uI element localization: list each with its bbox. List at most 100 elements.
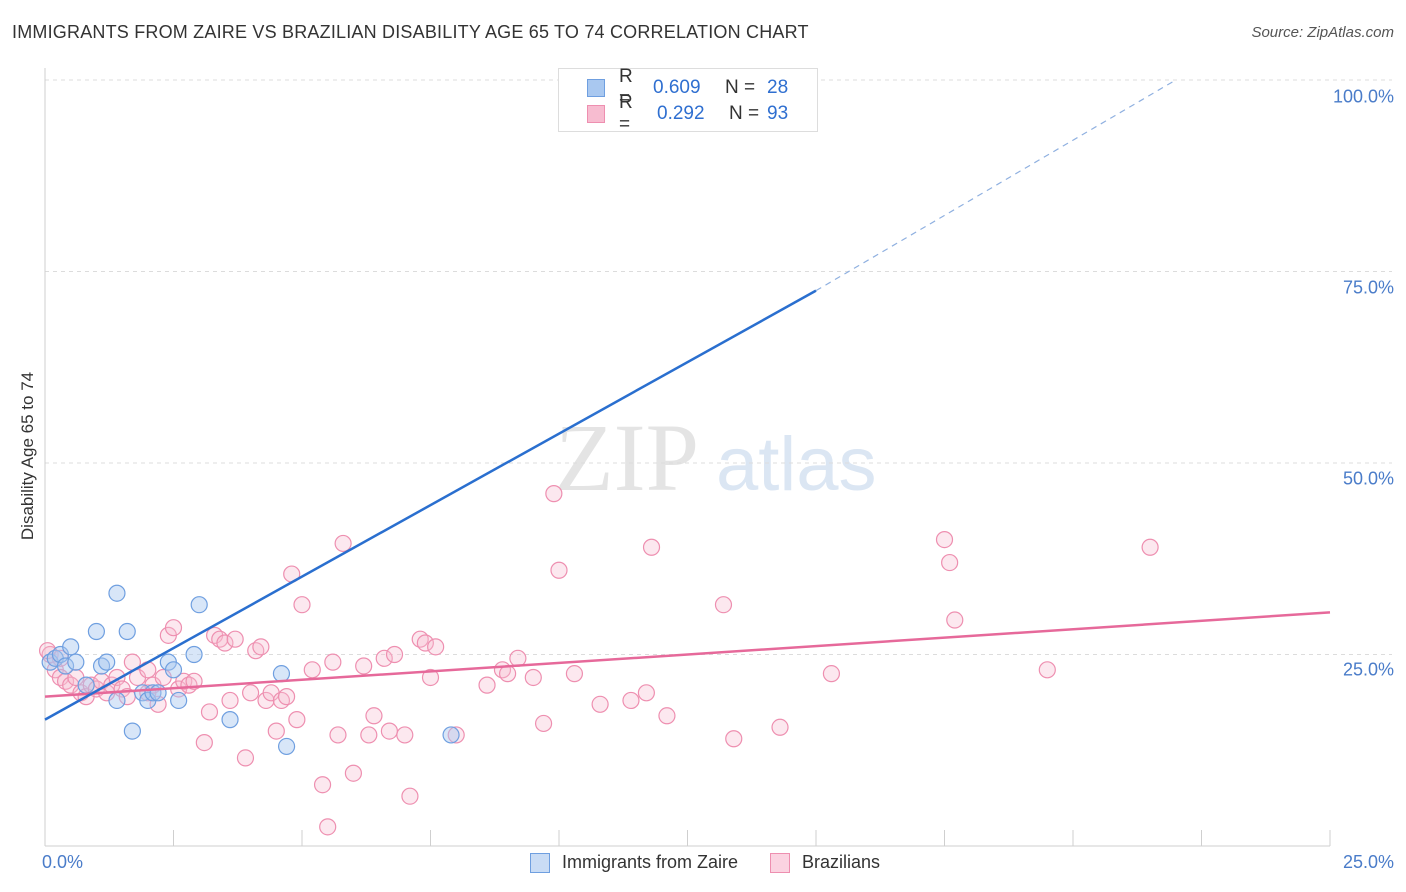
point-zaire (272, 665, 291, 683)
x-tick-label-max: 25.0% (1342, 852, 1394, 872)
legend-row-brazil: R = 0.292 N = 93 (587, 92, 789, 135)
point-brazilians (427, 638, 445, 656)
legend-swatch-zaire (587, 79, 605, 97)
x-tick-label-min: 0.0% (42, 852, 84, 872)
point-brazilians (447, 726, 465, 744)
legend-n-label: N = (729, 103, 760, 124)
legend-item-zaire[interactable]: Immigrants from Zaire (530, 852, 738, 873)
legend-n-value: 28 (767, 77, 789, 98)
point-zaire (277, 737, 296, 756)
point-brazilians (164, 619, 183, 637)
point-zaire (62, 638, 80, 656)
point-brazilians (822, 665, 841, 683)
point-brazilians (565, 665, 584, 683)
point-brazilians (242, 684, 260, 702)
point-brazilians (545, 485, 563, 503)
point-brazilians (293, 596, 311, 614)
point-brazilians (252, 638, 270, 656)
point-brazilians (344, 764, 362, 782)
point-brazilians (637, 684, 655, 702)
series-legend: Immigrants from Zaire Brazilians (530, 852, 912, 873)
point-brazilians (642, 538, 661, 556)
stats-legend: R = 0.609 N = 28 R = 0.292 N = 93 (558, 66, 818, 135)
point-brazilians (380, 722, 398, 740)
point-brazilians (591, 695, 609, 713)
point-brazilians (355, 657, 373, 675)
point-brazilians (303, 661, 321, 679)
point-brazilians (365, 707, 383, 725)
point-brazilians (725, 730, 743, 748)
point-zaire (108, 691, 126, 710)
point-zaire (149, 684, 167, 702)
point-brazilians (375, 649, 393, 667)
point-brazilians (396, 726, 414, 744)
y-tick-label-25: 25.0% (1342, 659, 1394, 680)
legend-row-zaire: R = 0.609 N = 28 (587, 66, 789, 109)
point-brazilians (1141, 538, 1159, 556)
point-brazilians (478, 676, 496, 694)
y-tick-label-100: 100.0% (1332, 86, 1394, 107)
point-brazilians (226, 630, 244, 648)
point-zaire (190, 596, 208, 614)
point-brazilians (401, 787, 419, 805)
trend-line-zaire (44, 289, 817, 721)
point-brazilians (771, 718, 789, 736)
trend-line-brazilians (44, 611, 1331, 698)
point-zaire (118, 622, 136, 641)
legend-n-label: N = (725, 77, 756, 98)
point-brazilians (524, 668, 542, 687)
point-brazilians (221, 691, 239, 710)
legend-r-label: R = (619, 92, 633, 135)
point-brazilians (195, 733, 213, 752)
point-brazilians (622, 691, 640, 710)
point-brazilians (416, 634, 434, 652)
point-brazilians (334, 534, 352, 553)
point-zaire (77, 676, 95, 694)
watermark-zip: ZIP (555, 404, 699, 511)
point-brazilians (267, 722, 285, 740)
point-brazilians (509, 649, 527, 667)
legend-swatch-zaire (530, 852, 550, 873)
watermark-atlas: atlas (716, 422, 877, 507)
point-zaire (123, 722, 141, 740)
legend-label-brazil: Brazilians (802, 852, 881, 872)
point-brazilians (534, 714, 553, 733)
point-brazilians (385, 645, 404, 664)
point-brazilians (658, 707, 676, 725)
point-brazilians (499, 665, 517, 683)
trend-line-zaire-extension (815, 79, 1177, 292)
point-zaire (108, 584, 126, 602)
point-zaire (67, 653, 85, 671)
legend-swatch-brazil (587, 105, 605, 123)
legend-r-value: 0.292 (657, 103, 705, 124)
point-brazilians (550, 561, 568, 579)
legend-r-value: 0.609 (653, 77, 701, 98)
point-brazilians (319, 818, 337, 836)
legend-r-label: R = (619, 66, 633, 109)
point-zaire (185, 645, 203, 664)
legend-n-value: 93 (767, 103, 789, 124)
point-brazilians (941, 553, 959, 572)
point-brazilians (236, 749, 255, 767)
point-brazilians (216, 634, 234, 652)
point-zaire (170, 691, 188, 710)
point-brazilians (360, 726, 378, 744)
point-brazilians (421, 668, 440, 687)
point-brazilians (329, 726, 347, 744)
point-zaire (87, 622, 106, 641)
point-brazilians (935, 530, 954, 549)
point-brazilians (714, 596, 733, 614)
point-zaire (56, 657, 75, 675)
point-brazilians (288, 711, 306, 729)
point-zaire (221, 711, 239, 729)
point-brazilians (946, 611, 964, 629)
point-brazilians (200, 703, 219, 721)
legend-label-zaire: Immigrants from Zaire (562, 852, 739, 872)
legend-item-brazil[interactable]: Brazilians (770, 852, 880, 873)
point-zaire (442, 726, 460, 744)
point-zaire (98, 653, 116, 671)
point-brazilians (313, 776, 332, 794)
chart-source: Source: ZipAtlas.com (1251, 24, 1394, 41)
point-zaire (164, 661, 183, 679)
